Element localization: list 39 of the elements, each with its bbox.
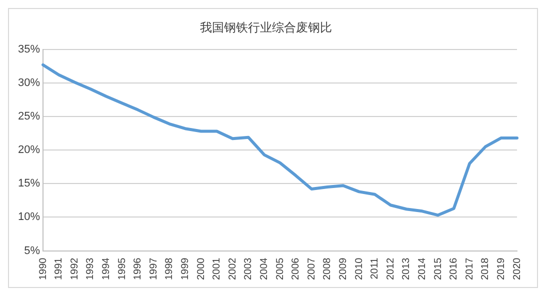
x-tick-label: 2005 <box>274 257 286 280</box>
y-tick-label: 10% <box>18 211 40 224</box>
x-tick-label: 2019 <box>496 257 507 280</box>
x-tick-label: 1991 <box>54 257 65 280</box>
x-tick-label: 2012 <box>385 257 396 280</box>
x-tick-label: 2000 <box>196 257 207 280</box>
x-tick-label: 2010 <box>354 257 365 280</box>
x-tick-label: 2007 <box>306 257 318 280</box>
chart-title: 我国钢铁行业综合废钢比 <box>200 20 332 34</box>
y-tick-label: 30% <box>18 76 40 89</box>
x-tick-label: 2004 <box>258 257 270 280</box>
y-tick-label: 15% <box>18 178 40 190</box>
x-tick-label: 2016 <box>448 257 460 280</box>
x-tick-label: 1996 <box>132 257 144 280</box>
x-tick-label: 1994 <box>100 257 112 280</box>
x-tick-label: 2003 <box>243 257 254 280</box>
x-tick-label: 2014 <box>416 257 428 280</box>
y-tick-label: 5% <box>24 244 40 257</box>
x-tick-label: 2008 <box>322 257 334 280</box>
x-tick-label: 1995 <box>116 257 128 280</box>
x-tick-label: 2020 <box>512 257 523 280</box>
y-tick-label: 25% <box>18 110 40 123</box>
x-tick-label: 1992 <box>69 257 80 280</box>
x-tick-label: 1997 <box>148 257 160 280</box>
y-tick-label: 20% <box>18 144 40 156</box>
x-tick-label: 2006 <box>290 257 302 280</box>
x-tick-label: 1993 <box>85 257 96 280</box>
x-tick-label: 2017 <box>464 257 476 280</box>
x-tick-label: 2013 <box>401 257 412 280</box>
x-tick-label: 1990 <box>38 257 49 280</box>
y-tick-label: 35% <box>18 43 40 56</box>
x-tick-label: 2018 <box>480 257 492 280</box>
x-tick-label: 2011 <box>370 257 381 280</box>
x-tick-label: 1998 <box>164 257 176 280</box>
x-tick-label: 2001 <box>212 257 223 280</box>
x-tick-label: 1999 <box>180 257 191 280</box>
x-tick-label: 2009 <box>338 257 349 280</box>
x-tick-label: 2015 <box>432 257 444 280</box>
x-tick-label: 2002 <box>227 257 238 280</box>
